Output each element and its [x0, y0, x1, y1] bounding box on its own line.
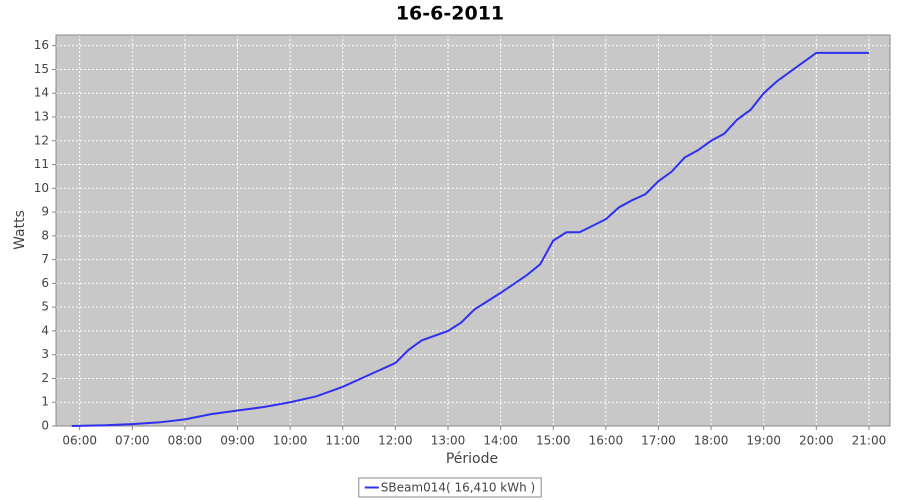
y-tick-label: 5 — [41, 300, 49, 314]
y-tick-label: 3 — [41, 347, 49, 361]
y-tick-label: 15 — [34, 62, 49, 76]
y-tick-label: 2 — [41, 371, 49, 385]
plot-area — [56, 35, 890, 426]
x-tick-label: 14:00 — [483, 434, 518, 448]
y-tick-label: 12 — [34, 133, 49, 147]
y-tick-label: 0 — [41, 419, 49, 433]
y-tick-label: 4 — [41, 323, 49, 337]
x-tick-label: 08:00 — [168, 434, 203, 448]
data-line — [71, 51, 869, 427]
x-tick-label: 12:00 — [378, 434, 413, 448]
x-tick-label: 18:00 — [694, 434, 729, 448]
y-tick-label: 8 — [41, 228, 49, 242]
y-tick-label: 14 — [34, 86, 49, 100]
x-tick-label: 07:00 — [115, 434, 150, 448]
x-axis-title: Période — [446, 451, 498, 467]
x-tick-label: 11:00 — [325, 434, 360, 448]
legend: SBeam014( 16,410 kWh ) — [358, 477, 542, 498]
y-tick-label: 7 — [41, 252, 49, 266]
x-tick-label: 20:00 — [799, 434, 834, 448]
x-tick-label: 15:00 — [536, 434, 571, 448]
x-tick-label: 10:00 — [273, 434, 308, 448]
plot-border — [55, 34, 891, 427]
y-tick-label: 9 — [41, 205, 49, 219]
x-tick-label: 17:00 — [641, 434, 676, 448]
chart-title: 16-6-2011 — [396, 3, 504, 25]
x-tick-label: 09:00 — [220, 434, 255, 448]
x-tick-label: 21:00 — [852, 434, 887, 448]
x-tick-label: 13:00 — [431, 434, 466, 448]
x-tick-label: 16:00 — [589, 434, 624, 448]
y-tick-label: 6 — [41, 276, 49, 290]
y-axis-title: Watts — [12, 210, 28, 250]
y-tick-label: 16 — [34, 38, 49, 52]
y-tick-label: 1 — [41, 395, 49, 409]
legend-label: SBeam014( 16,410 kWh ) — [381, 481, 535, 495]
y-tick-label: 11 — [34, 157, 49, 171]
x-tick-label: 19:00 — [746, 434, 781, 448]
x-tick-label: 06:00 — [62, 434, 97, 448]
y-tick-label: 10 — [34, 181, 49, 195]
legend-box — [358, 477, 542, 498]
y-tick-label: 13 — [34, 110, 49, 124]
